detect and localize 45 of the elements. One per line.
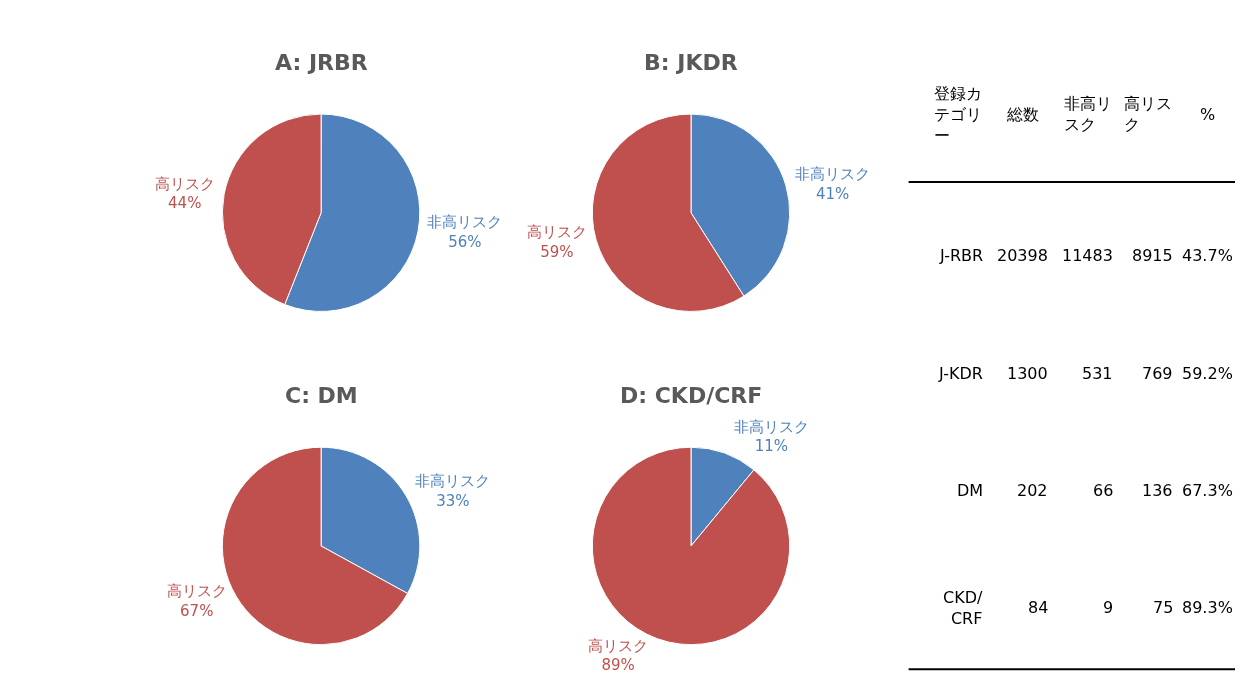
category-label: J-RBR — [940, 246, 984, 265]
chart-title: A: JRBR — [275, 50, 368, 75]
text: 75 — [1153, 598, 1174, 617]
text: 202 — [1017, 481, 1048, 500]
text: 66 — [1093, 481, 1114, 500]
text: 59.2% — [1182, 364, 1233, 383]
data-label: 41% — [816, 184, 850, 203]
text: 8915 — [1132, 246, 1173, 265]
slice-label: 高リスク — [526, 223, 587, 242]
data-label: 56% — [448, 232, 482, 251]
slice-label: 高リスク — [154, 174, 215, 193]
slice-label: 高リスク — [166, 582, 227, 601]
category-label: 高リスク — [1124, 94, 1172, 134]
text: 769 — [1142, 364, 1173, 383]
slice-label: 非高リスク — [795, 165, 871, 184]
text: 1300 — [1007, 364, 1048, 383]
chart-title: C: DM — [285, 383, 358, 408]
slice-label: 非高リスク — [427, 213, 503, 232]
category-label: 非高リスク — [1064, 94, 1112, 134]
slice-label: 高リスク — [588, 636, 649, 655]
data-label: 67% — [180, 601, 214, 620]
category-label: % — [1200, 105, 1216, 124]
slice-label: 非高リスク — [733, 417, 809, 436]
text: 11483 — [1062, 246, 1113, 265]
chart-title: D: CKD/CRF — [620, 383, 763, 408]
category-label: 登録カテゴリー — [934, 84, 982, 145]
chart-title: B: JKDR — [644, 50, 738, 75]
data-label: 89% — [601, 656, 635, 675]
data-label: 59% — [540, 242, 574, 261]
text: 136 — [1142, 481, 1173, 500]
category-label: CKD/CRF — [943, 588, 983, 628]
text: 43.7% — [1182, 246, 1233, 265]
text: 84 — [1028, 598, 1049, 617]
text: 67.3% — [1182, 481, 1233, 500]
category-label: J-KDR — [939, 364, 983, 383]
data-label: 33% — [436, 491, 470, 510]
data-label: 11% — [754, 437, 788, 456]
text: 531 — [1082, 364, 1113, 383]
data-label: 44% — [168, 194, 202, 213]
category-label: 総数 — [1006, 105, 1039, 124]
text: 9 — [1103, 598, 1114, 617]
slice-label: 非高リスク — [415, 472, 491, 491]
text: 20398 — [997, 246, 1048, 265]
text: 89.3% — [1182, 598, 1233, 617]
category-label: DM — [957, 481, 984, 500]
